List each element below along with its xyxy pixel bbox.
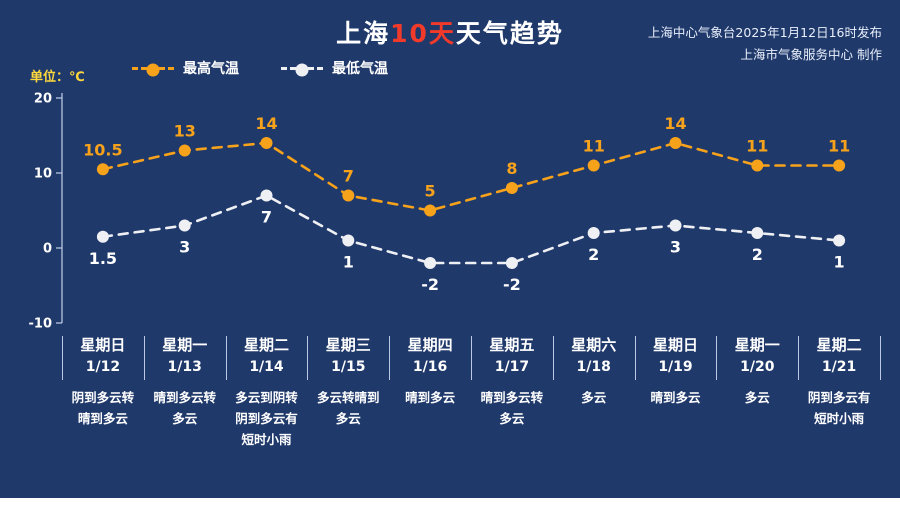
- publisher-line-1: 上海中心气象台2025年1月12日16时发布: [647, 25, 882, 40]
- day-column: 星期五 1/17 晴到多云转 多云: [471, 334, 553, 429]
- day-label: 星期二: [816, 336, 862, 354]
- day-label: 星期四: [407, 336, 453, 354]
- column-separator: [716, 336, 718, 380]
- date-label: 1/17: [494, 359, 530, 375]
- title-part-1: 上海: [336, 19, 391, 48]
- date-label: 1/21: [821, 359, 857, 375]
- publisher-line-2: 上海市气象服务中心 制作: [740, 47, 882, 62]
- day-column: 星期三 1/15 多云转晴到 多云: [307, 334, 389, 429]
- weather-desc: 多云: [581, 390, 607, 405]
- column-separator: [389, 336, 391, 380]
- svg-text:10: 10: [34, 167, 52, 182]
- date-label: 1/13: [167, 359, 202, 375]
- svg-text:7: 7: [343, 167, 354, 186]
- svg-text:8: 8: [506, 159, 517, 178]
- high-temp-line-icon: [132, 63, 174, 76]
- title-part-3: 天气趋势: [455, 19, 564, 48]
- svg-text:11: 11: [746, 137, 768, 156]
- svg-text:10.5: 10.5: [83, 140, 122, 159]
- day-label: 星期一: [734, 336, 780, 354]
- day-column: 星期一 1/13 晴到多云转 多云: [144, 334, 226, 429]
- svg-text:0: 0: [43, 242, 52, 257]
- day-label: 星期日: [80, 336, 126, 354]
- day-label: 星期一: [162, 336, 208, 354]
- day-column: 星期六 1/18 多云: [553, 334, 635, 408]
- column-separator: [143, 336, 145, 380]
- trend-chart: 20 10 0 -10 10.5 13 14 7 5 8 11 14 11 11 1.5 3 7 1 -2 -2 2 3 2…: [29, 92, 851, 332]
- column-separator: [471, 336, 472, 380]
- title-part-2: 10天: [390, 19, 456, 48]
- bottom-strip: [0, 498, 900, 511]
- day-label: 星期日: [652, 336, 698, 354]
- svg-text:7: 7: [261, 208, 272, 227]
- date-label: 1/18: [576, 359, 611, 375]
- svg-text:3: 3: [179, 238, 190, 257]
- date-label: 1/16: [412, 359, 448, 375]
- day-column: 星期日 1/19 晴到多云: [635, 334, 717, 408]
- day-column: 星期日 1/12 阴到多云转 晴到多云: [62, 334, 144, 429]
- weather-desc: 多云转晴到 多云: [317, 390, 380, 426]
- low-temp-line-icon: [281, 63, 323, 76]
- column-separator: [634, 336, 636, 380]
- svg-text:1: 1: [343, 253, 354, 272]
- weather-desc: 晴到多云转 多云: [480, 390, 544, 426]
- legend-low-label: 最低气温: [332, 61, 388, 77]
- day-label: 星期二: [243, 336, 289, 354]
- day-column: 星期二 1/14 多云到阴转 阴到多云有 短时小雨: [226, 334, 308, 450]
- chart-legend: 最高气温 最低气温: [132, 58, 388, 78]
- column-separator: [798, 336, 800, 380]
- day-label: 星期五: [489, 336, 535, 354]
- day-column: 星期二 1/21 阴到多云有 短时小雨: [798, 334, 880, 429]
- svg-text:13: 13: [174, 122, 196, 141]
- date-label: 1/14: [249, 359, 284, 375]
- weather-desc: 多云到阴转 阴到多云有 短时小雨: [235, 390, 298, 447]
- date-label: 1/19: [658, 359, 693, 375]
- svg-text:11: 11: [828, 137, 850, 156]
- column-separator: [307, 336, 309, 380]
- date-label: 1/12: [85, 359, 121, 375]
- svg-text:-2: -2: [503, 275, 521, 294]
- weather-desc: 阴到多云转 晴到多云: [71, 390, 135, 426]
- legend-item-high: 最高气温: [132, 58, 239, 78]
- svg-text:2: 2: [752, 245, 763, 264]
- weather-desc: 晴到多云: [405, 390, 456, 405]
- date-label: 1/15: [331, 359, 366, 375]
- weather-desc: 晴到多云转 多云: [153, 390, 216, 426]
- column-separator: [225, 336, 227, 380]
- day-band: 星期日 1/12 阴到多云转 晴到多云 星期一 1/13 晴到多云转 多云 星期二 1/14 多云到…: [0, 334, 900, 498]
- day-column: 星期四 1/16 晴到多云: [389, 334, 471, 408]
- legend-item-low: 最低气温: [281, 58, 388, 78]
- svg-text:1.5: 1.5: [89, 249, 117, 268]
- date-label: 1/20: [740, 359, 775, 375]
- day-column: 星期一 1/20 多云: [716, 334, 798, 408]
- day-label: 星期六: [571, 336, 617, 354]
- svg-text:5: 5: [425, 182, 436, 201]
- weather-desc: 晴到多云: [650, 390, 701, 405]
- svg-text:1: 1: [834, 253, 845, 272]
- publisher-info: 上海中心气象台2025年1月12日16时发布 上海市气象服务中心 制作: [648, 22, 882, 66]
- svg-text:14: 14: [255, 114, 277, 133]
- svg-text:20: 20: [34, 92, 52, 107]
- unit-label: 单位：℃: [30, 70, 85, 85]
- svg-text:2: 2: [588, 245, 599, 264]
- svg-text:-2: -2: [421, 275, 439, 294]
- svg-text:3: 3: [670, 238, 681, 257]
- svg-text:-10: -10: [29, 317, 53, 332]
- column-separator: [552, 336, 554, 380]
- legend-high-label: 最高气温: [183, 61, 239, 77]
- day-label: 星期三: [325, 336, 371, 354]
- svg-text:14: 14: [664, 114, 686, 133]
- column-separator: [62, 336, 63, 380]
- column-separator: [880, 336, 881, 380]
- svg-text:11: 11: [583, 137, 605, 156]
- weather-desc: 阴到多云有 短时小雨: [807, 390, 871, 426]
- page-title: 上海10天天气趋势: [0, 14, 900, 50]
- weather-desc: 多云: [744, 390, 770, 405]
